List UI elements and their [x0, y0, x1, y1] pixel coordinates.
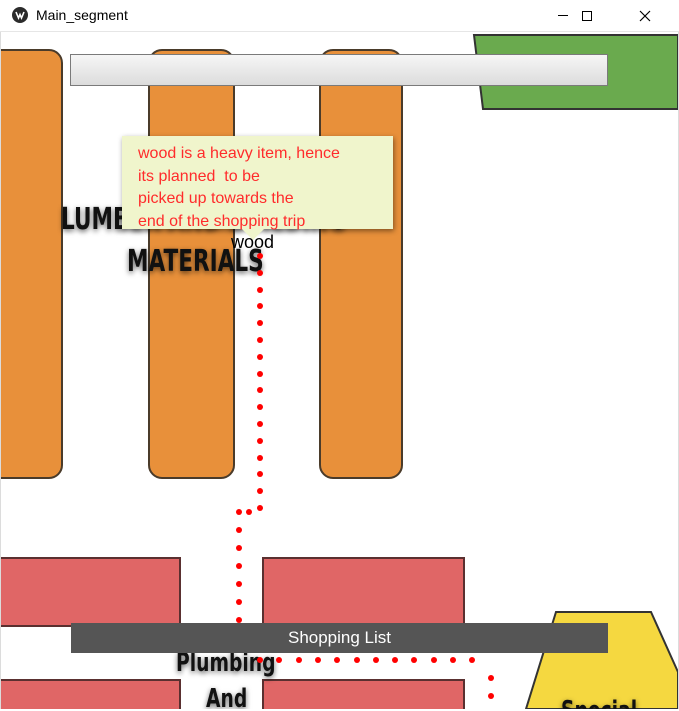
maximize-button[interactable] — [564, 0, 610, 31]
route-dot — [392, 657, 399, 663]
route-dot — [257, 286, 263, 293]
route-dot — [488, 693, 494, 699]
yellow-area-label: Special — [561, 696, 637, 709]
route-dot — [257, 421, 263, 427]
route-dot — [257, 657, 263, 663]
route-dot — [257, 404, 263, 411]
route-dot — [257, 303, 263, 310]
route-dot — [488, 675, 494, 681]
route-dot — [257, 370, 263, 377]
yellow-area — [524, 611, 678, 709]
minimize-button[interactable] — [540, 0, 586, 31]
route-dot — [236, 527, 242, 533]
search-input[interactable] — [70, 54, 608, 86]
route-dot — [257, 387, 263, 394]
title-bar: Main_segment — [0, 0, 679, 32]
route-dot — [236, 563, 242, 569]
tooltip-pointer — [242, 229, 264, 240]
route-dot — [236, 617, 242, 623]
route-dot — [257, 505, 263, 511]
route-dot — [372, 657, 379, 663]
route-dot — [276, 657, 283, 663]
red-block-right-top — [262, 557, 465, 627]
close-button[interactable] — [622, 0, 668, 31]
maximize-icon — [582, 10, 592, 21]
plumbing-area-label: Plumbing — [176, 648, 276, 678]
route-dot — [334, 657, 341, 663]
item-marker-label[interactable]: wood — [231, 232, 275, 252]
close-icon — [639, 10, 651, 21]
route-dot — [257, 353, 263, 360]
red-block-left-bottom — [1, 679, 181, 709]
route-dot — [257, 337, 263, 343]
shelf-right — [319, 49, 403, 479]
route-dot — [246, 509, 252, 515]
route-dot — [469, 657, 476, 663]
route-dot — [257, 253, 263, 259]
route-dot — [314, 657, 321, 663]
route-dot — [257, 320, 263, 327]
route-dot — [450, 657, 456, 663]
route-dot — [295, 657, 302, 663]
shopping-list-button[interactable]: Shopping List — [71, 623, 608, 653]
app-logo-icon — [12, 7, 28, 23]
route-dot — [257, 471, 263, 478]
item-tooltip: wood is a heavy item, hence its planned … — [122, 136, 393, 240]
plumbing-area-label-line2: And — [206, 684, 248, 709]
route-dot — [353, 657, 360, 663]
route-dot — [257, 454, 263, 461]
route-dot — [236, 581, 242, 587]
lumber-area-label-line2: MATERIALS — [127, 244, 264, 279]
route-dot — [430, 657, 437, 663]
shelf-middle — [148, 49, 235, 479]
tooltip-text: wood is a heavy item, hence its planned … — [138, 145, 340, 230]
route-dot — [411, 657, 418, 663]
store-map[interactable]: LUMBER AND BUILDING MATERIALS Special Pl… — [0, 32, 679, 709]
route-dot — [257, 269, 263, 276]
route-dot — [257, 488, 263, 495]
route-dot — [236, 599, 242, 605]
route-dot — [236, 509, 242, 515]
route-dot — [236, 545, 242, 551]
shelf-left — [1, 49, 63, 479]
minimize-icon — [558, 15, 568, 16]
window-title: Main_segment — [36, 7, 128, 23]
route-dot — [257, 437, 263, 444]
red-block-right-bottom — [262, 679, 465, 709]
